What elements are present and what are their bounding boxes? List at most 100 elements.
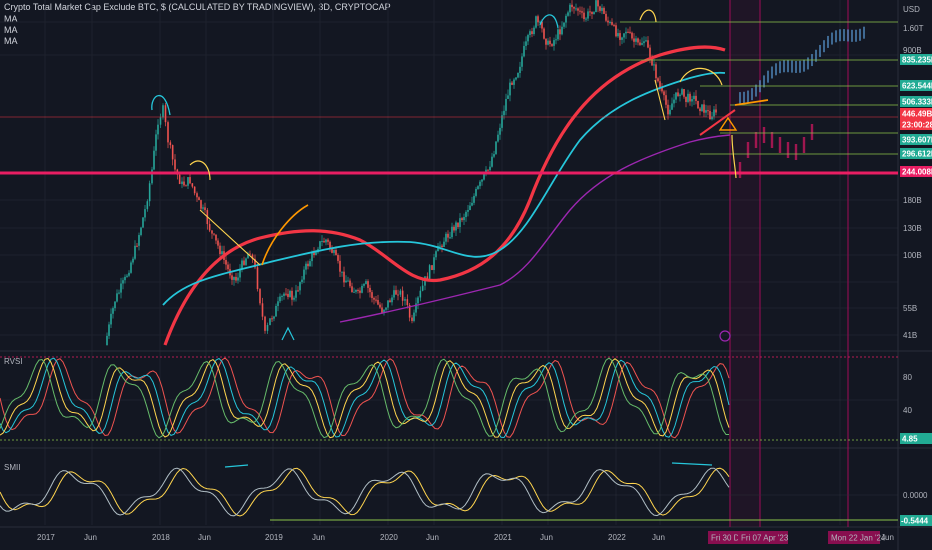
price-badge (900, 166, 932, 177)
rsi-line (0, 357, 730, 439)
candle-body (183, 181, 185, 186)
arrow-annotation (718, 116, 738, 131)
candle-body (671, 103, 673, 110)
candle-body (130, 262, 132, 273)
candle-body (134, 245, 136, 259)
time-axis-label: Jun (426, 533, 439, 542)
candle-body (233, 276, 235, 280)
arrow-annotation (189, 160, 211, 181)
candle-body (635, 38, 637, 42)
candle-body (573, 7, 575, 9)
projection-candle (843, 29, 845, 42)
time-axis-label: 2022 (608, 533, 626, 542)
candle-body (479, 181, 481, 187)
candle-body (287, 293, 289, 297)
rsi-tick-label: 80 (903, 373, 912, 382)
candle-body (661, 87, 663, 92)
candle-body (681, 89, 683, 95)
candle-body (271, 318, 273, 320)
candle-body (124, 276, 126, 281)
candle-body (365, 281, 367, 284)
candle-body (128, 272, 130, 276)
candle-body (264, 316, 266, 331)
candle-body (187, 177, 189, 186)
candle-body (641, 43, 643, 45)
candle-body (587, 11, 589, 19)
candle-body (689, 93, 691, 102)
candle-body (379, 304, 381, 308)
candle-body (261, 303, 264, 317)
candle-body (547, 40, 549, 45)
candle-body (441, 245, 443, 247)
projection-candle (755, 84, 757, 97)
candle-body (625, 31, 627, 34)
candle-body (539, 21, 541, 23)
candle-body (505, 98, 507, 111)
candle-body (699, 108, 701, 112)
candle-body (132, 258, 134, 263)
candle-body (393, 290, 395, 298)
candle-body (411, 317, 413, 321)
candle-body (397, 294, 399, 296)
candle-body (551, 44, 553, 46)
candle-body (651, 57, 653, 66)
candle-body (249, 253, 251, 255)
candle-body (178, 174, 181, 184)
projection-candle (795, 60, 797, 73)
indicator-ma-2[interactable]: MA (4, 25, 18, 35)
time-marker-label: Mon 22 Jan '24 (831, 534, 886, 543)
candle-body (555, 39, 557, 41)
projection-candle (746, 142, 750, 158)
indicator-ma-1[interactable]: MA (4, 14, 18, 24)
candle-body (563, 22, 565, 27)
price-badge (900, 134, 932, 145)
arrow-annotation (539, 14, 559, 29)
date-marker-band (730, 0, 760, 527)
candle-body (335, 250, 337, 256)
rsi-pane-title: RVSI (4, 357, 23, 366)
projection-candle (770, 132, 774, 148)
candle-body (595, 0, 597, 13)
price-tick-label: 180B (903, 196, 922, 205)
candle-body (683, 89, 685, 97)
price-badge-text: 244.008B (902, 168, 932, 177)
candle-body (303, 269, 305, 280)
candle-body (381, 307, 383, 313)
candle-body (241, 260, 243, 270)
projection-candle (754, 132, 758, 148)
candle-body (697, 100, 699, 109)
projection-candle (787, 60, 789, 73)
candle-body (383, 309, 385, 313)
arrow-annotation (224, 464, 249, 468)
ma-purple-line (339, 134, 731, 323)
candle-body (581, 11, 583, 13)
arrow-annotation (671, 462, 713, 466)
candle-body (623, 33, 625, 38)
candle-body (281, 295, 283, 297)
projection-candle (751, 88, 753, 101)
candle-body (517, 72, 519, 78)
arrow-annotation (261, 204, 309, 266)
candle-body (447, 233, 449, 238)
candle-body (617, 33, 619, 37)
candle-body (153, 150, 155, 170)
projection-candle (775, 63, 777, 76)
candle-body (301, 279, 303, 283)
candle-body (181, 181, 183, 184)
candle-body (501, 115, 503, 128)
candle-body (695, 95, 697, 101)
candle-body (419, 290, 422, 298)
price-badge-text: 506.333B (902, 98, 932, 107)
candle-body (174, 159, 176, 170)
candle-body (275, 305, 277, 317)
candle-body (459, 218, 461, 227)
candle-body (431, 265, 433, 270)
candle-body (493, 154, 495, 157)
price-tick-label: 41B (903, 331, 917, 340)
projection-candle (738, 162, 742, 178)
indicator-ma-3[interactable]: MA (4, 36, 18, 46)
candle-body (169, 142, 172, 146)
candle-body (385, 307, 387, 310)
time-axis-label: 2018 (152, 533, 170, 542)
